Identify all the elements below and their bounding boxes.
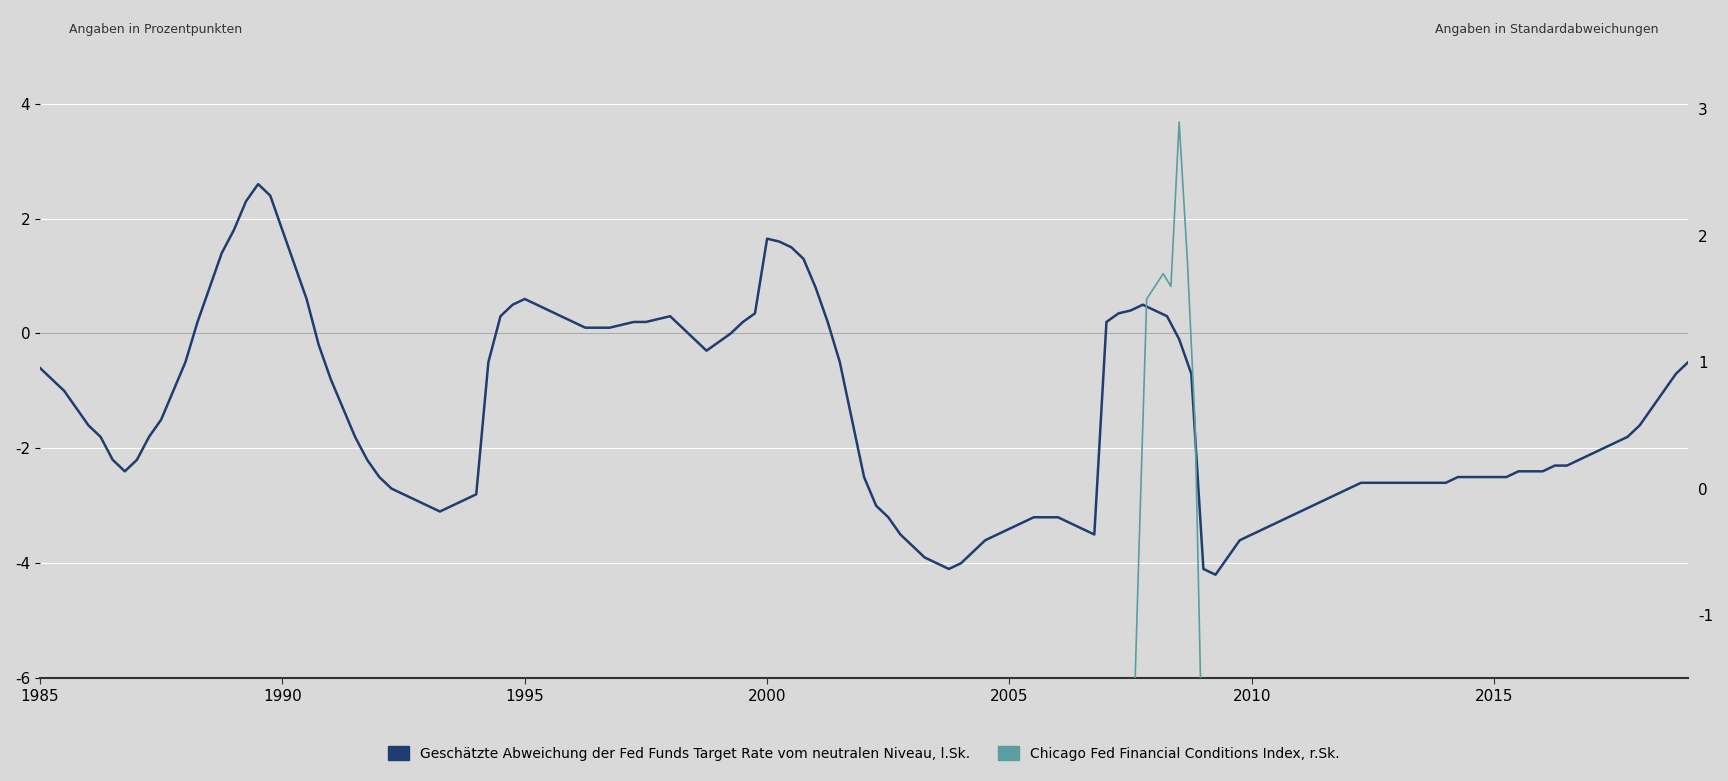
Text: Angaben in Standardabweichungen: Angaben in Standardabweichungen xyxy=(1436,23,1659,37)
Text: Angaben in Prozentpunkten: Angaben in Prozentpunkten xyxy=(69,23,242,37)
Legend: Geschätzte Abweichung der Fed Funds Target Rate vom neutralen Niveau, l.Sk., Chi: Geschätzte Abweichung der Fed Funds Targ… xyxy=(382,740,1346,766)
